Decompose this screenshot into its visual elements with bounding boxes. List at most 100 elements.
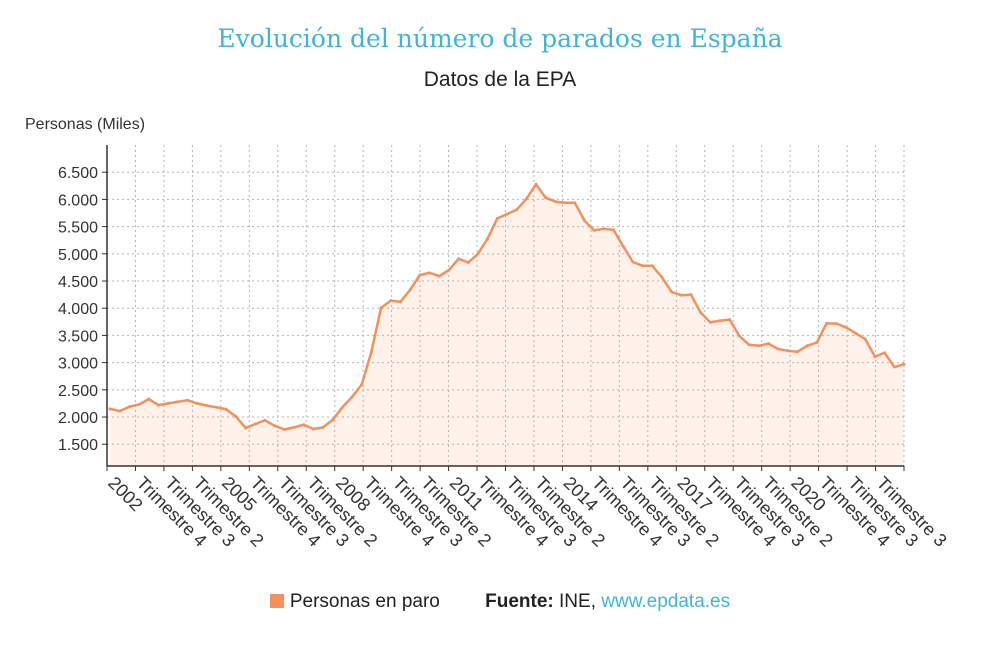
data-point: 2010 xyxy=(234,415,238,418)
data-point: 3540 xyxy=(854,331,858,335)
data-point: 1780 xyxy=(311,427,315,431)
data-point: 4240 xyxy=(679,293,683,297)
data-point: 4590 xyxy=(437,274,441,278)
data-point: 4610 xyxy=(418,273,422,277)
data-point: 2310 xyxy=(186,398,189,402)
data-point: 4780 xyxy=(641,264,645,268)
data-point: 3770 xyxy=(718,319,722,323)
data-point: 3310 xyxy=(805,344,809,348)
data-point: 1870 xyxy=(253,422,257,426)
data-point: 3200 xyxy=(369,350,373,354)
data-point: 2190 xyxy=(127,405,131,409)
data-point: 5610 xyxy=(583,219,586,223)
data-point: 4300 xyxy=(670,290,674,294)
data-point: 4120 xyxy=(399,300,402,304)
legend-swatch xyxy=(269,594,284,608)
data-point: 2140 xyxy=(224,407,228,411)
y-tick-label: 6.500 xyxy=(58,165,98,182)
data-point: 4780 xyxy=(650,264,654,268)
data-point: 3180 xyxy=(883,351,887,355)
data-point: 5140 xyxy=(621,244,625,248)
data-point: 4850 xyxy=(631,260,635,264)
y-tick-labels: 1.500 2.000 2.500 3.000 3.500 4.000 4.500 5.000… xyxy=(58,165,98,454)
data-point: 5940 xyxy=(563,201,567,205)
y-tick-label: 1.500 xyxy=(58,437,98,454)
chart-subtitle: Datos de la EPA xyxy=(423,68,577,91)
data-point: 2220 xyxy=(156,403,160,407)
data-point: 1840 xyxy=(273,424,277,428)
data-point: 2150 xyxy=(108,407,112,411)
y-tick-label: 3.000 xyxy=(58,356,98,373)
series-area-layer xyxy=(110,184,904,466)
data-point: 2210 xyxy=(205,404,209,408)
data-point: 3720 xyxy=(834,322,838,325)
data-point: 4340 xyxy=(408,288,412,292)
y-tick-label: 5.000 xyxy=(58,247,98,264)
data-point: 3720 xyxy=(825,322,828,325)
data-point: 5000 xyxy=(476,252,480,256)
data-point: 1940 xyxy=(263,418,267,422)
data-point: 1950 xyxy=(331,418,335,422)
data-point: 5810 xyxy=(515,208,519,212)
data-point: 3110 xyxy=(873,355,877,359)
data-point: 6030 xyxy=(544,196,548,200)
data-point: 3490 xyxy=(737,334,741,338)
source-link[interactable]: www.epdata.es xyxy=(601,591,731,612)
data-point: 4910 xyxy=(457,257,461,261)
data-point: 4650 xyxy=(428,271,431,275)
data-point: 6010 xyxy=(524,197,528,201)
y-tick-label: 2.500 xyxy=(58,383,98,400)
data-point: 2230 xyxy=(137,403,141,406)
data-point: 3250 xyxy=(776,347,780,351)
chart-footer: Personas en paro Fuente: INE, www.epdata… xyxy=(0,591,1000,613)
data-point: 3370 xyxy=(815,341,819,344)
data-point: 3920 xyxy=(699,311,703,315)
data-point: 4140 xyxy=(389,299,393,303)
data-point: 3330 xyxy=(747,343,751,347)
data-point: 2920 xyxy=(892,365,896,369)
series-line-layer: 2150 2110 2190 2230 2330 2220 2250 2280 2310 2250… xyxy=(108,182,906,431)
y-tick-label: 4.500 xyxy=(58,274,98,291)
y-tick-label: 4.000 xyxy=(58,301,98,318)
legend-item[interactable]: Personas en paro xyxy=(269,591,445,612)
source-text: INE, xyxy=(559,591,596,612)
data-point: 2330 xyxy=(147,397,151,401)
data-point: 5440 xyxy=(612,228,615,232)
data-point: 2600 xyxy=(360,382,364,386)
data-point: 4570 xyxy=(660,275,664,279)
y-axis-label: Personas (Miles) xyxy=(25,116,145,133)
data-point: 3650 xyxy=(844,325,848,329)
data-point: 1770 xyxy=(282,428,286,431)
legend-label: Personas en paro xyxy=(289,591,440,612)
data-point: 5460 xyxy=(602,227,606,231)
data-point: 3200 xyxy=(796,350,799,354)
data-point: 5960 xyxy=(553,200,557,204)
data-point: 2280 xyxy=(176,400,180,404)
y-tick-label: 3.500 xyxy=(58,328,98,345)
data-point: 1860 xyxy=(302,423,306,427)
data-point: 2970 xyxy=(902,362,906,366)
data-point: 4010 xyxy=(379,306,383,310)
y-tick-label: 6.000 xyxy=(58,192,98,209)
data-point: 2110 xyxy=(118,409,122,413)
data-point: 4700 xyxy=(447,268,451,272)
chart-title: Evolución del número de parados en Españ… xyxy=(217,24,783,53)
data-point: 3350 xyxy=(766,342,770,346)
y-tick-label: 5.500 xyxy=(58,220,98,237)
data-point: 1800 xyxy=(244,426,248,430)
gridlines xyxy=(102,145,905,471)
data-point: 6280 xyxy=(534,182,538,186)
data-point: 3790 xyxy=(728,318,732,322)
data-point: 5650 xyxy=(495,216,499,220)
data-point: 2250 xyxy=(166,401,170,405)
data-point: 5430 xyxy=(592,228,596,232)
data-point: 3430 xyxy=(863,337,867,341)
source-label: Fuente: xyxy=(485,591,554,612)
data-point: 4840 xyxy=(466,261,470,264)
data-point: 2180 xyxy=(215,405,218,409)
data-point: 1810 xyxy=(321,425,325,429)
data-point: 5280 xyxy=(486,237,490,241)
y-tick-label: 2.000 xyxy=(58,410,98,427)
data-point: 2370 xyxy=(350,395,354,399)
